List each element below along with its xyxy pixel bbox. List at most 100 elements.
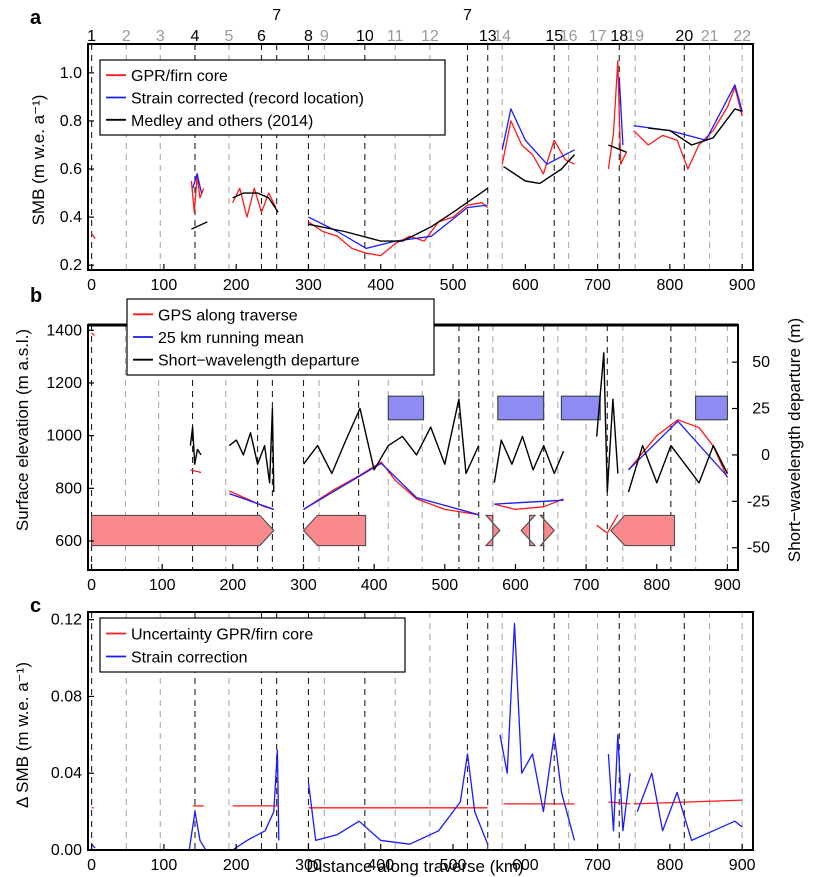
x-tick-label: 200 <box>223 277 250 294</box>
site-label-12: 7 <box>463 7 472 24</box>
panel-label-a: a <box>30 7 42 29</box>
series-2-segment-2 <box>188 810 207 851</box>
series-1-segment-6 <box>596 514 619 534</box>
series-1-segment-7 <box>633 86 743 170</box>
site-label-23: 22 <box>733 28 751 45</box>
site-label-7: 7 <box>272 7 281 24</box>
y-tick-label: 0.6 <box>60 161 82 178</box>
panel-b: 0 100 200 300 400 500 600 700 800 900600800100012… <box>46 298 770 594</box>
y-tick-label: 0.4 <box>60 209 82 226</box>
series-3-segment-2 <box>232 192 279 213</box>
series-3-segment-3 <box>308 187 489 242</box>
x-tick-label: 900 <box>729 857 756 874</box>
x-tick-label: 100 <box>151 277 178 294</box>
series-1-segment-1 <box>91 332 95 336</box>
site-label-1: 1 <box>87 28 96 45</box>
series-3-segment-5 <box>608 144 627 153</box>
series-2-segment-6 <box>607 734 631 832</box>
right-arrow-3 <box>539 514 555 547</box>
series-2-segment-2 <box>303 462 479 516</box>
x-tick-label: 500 <box>431 577 458 594</box>
blue-box-1 <box>387 395 425 421</box>
series-3-segment-4 <box>493 435 565 483</box>
y-tick-label: 0.8 <box>60 113 82 130</box>
site-label-5: 5 <box>224 28 233 45</box>
x-tick-label: 300 <box>295 857 322 874</box>
legend-box <box>126 298 435 376</box>
x-tick-label: 800 <box>643 577 670 594</box>
site-label-13: 12 <box>421 28 439 45</box>
legend-label-1: GPR/firn core <box>131 68 228 85</box>
series-2-segment-4 <box>618 77 624 146</box>
panel-b-ylabel: Surface elevation (m a.s.l.) <box>13 329 32 531</box>
x-tick-label: 900 <box>729 277 756 294</box>
legend-label-3: Medley and others (2014) <box>131 113 313 130</box>
x-tick-label: 0 <box>87 857 96 874</box>
x-tick-label: 700 <box>584 857 611 874</box>
site-label-3: 3 <box>156 28 165 45</box>
y-tick-label: 0.00 <box>51 842 82 859</box>
plot-frame <box>87 43 754 271</box>
panel-b-y2label: Short−wavelength departure (m) <box>785 318 804 562</box>
left-arrow-1 <box>302 514 367 547</box>
site-label-8: 8 <box>304 28 313 45</box>
x-tick-label: 200 <box>223 857 250 874</box>
site-label-18: 17 <box>589 28 607 45</box>
plot-frame <box>87 611 754 851</box>
panel-a: 0 100 200 300 400 500 600 700 800 900 0.2 0.4 0.6 0.8… <box>60 43 756 294</box>
series-1-segment-3 <box>232 187 277 218</box>
site-label-11: 11 <box>387 28 404 45</box>
right-arrow-1 <box>91 514 275 547</box>
panel-a-ylabel: SMB (m w.e. a⁻¹) <box>29 95 48 226</box>
series-3-segment-6 <box>627 444 729 493</box>
series-1-segment-2 <box>190 175 205 213</box>
y-tick-label: 1400 <box>46 322 82 339</box>
blue-box-3 <box>560 395 601 421</box>
panel-label-b: b <box>30 285 42 307</box>
x-tick-label: 100 <box>151 857 178 874</box>
site-label-9: 9 <box>320 28 329 45</box>
y-tick-label: 0.2 <box>60 257 82 274</box>
y-tick-label: 1.0 <box>60 65 82 82</box>
site-label-10: 10 <box>356 28 374 45</box>
legend-box <box>99 59 446 136</box>
x-tick-label: 800 <box>657 277 684 294</box>
blue-box-2 <box>497 395 545 421</box>
series-3-segment-1 <box>191 221 208 230</box>
left-arrow-2 <box>520 514 537 547</box>
x-tick-label: 400 <box>367 857 394 874</box>
series-2-segment-3 <box>232 749 280 851</box>
series-3-segment-5 <box>596 352 619 493</box>
site-label-2: 2 <box>122 28 131 45</box>
series-3-segment-1 <box>189 426 202 465</box>
series-2-segment-5 <box>499 622 576 841</box>
y-tick-label: 600 <box>55 533 82 550</box>
x-tick-label: 600 <box>512 857 539 874</box>
series-2-segment-3 <box>501 108 575 165</box>
panel-label-c: c <box>30 595 41 617</box>
x-tick-label: 400 <box>367 277 394 294</box>
series-2-segment-4 <box>307 753 489 845</box>
series-1-segment-7 <box>633 799 743 805</box>
y2-tick-label: 25 <box>752 401 770 418</box>
series-2-segment-3 <box>494 499 564 505</box>
x-tick-label: 400 <box>361 577 388 594</box>
series-2-segment-5 <box>633 84 743 141</box>
site-label-20: 19 <box>626 28 644 45</box>
site-label-21: 20 <box>675 28 693 45</box>
panel-c-ylabel: Δ SMB (m w.e. a⁻¹) <box>13 662 32 808</box>
x-tick-label: 800 <box>657 857 684 874</box>
y-tick-label: 0.04 <box>51 765 82 782</box>
x-tick-label: 300 <box>290 577 317 594</box>
x-tick-label: 300 <box>295 277 322 294</box>
site-label-19: 18 <box>610 28 628 45</box>
panel-c-xlabel: Distance along traverse (km) <box>306 857 523 876</box>
y2-tick-label: -25 <box>747 493 770 510</box>
x-tick-label: 900 <box>714 577 741 594</box>
legend-label-3: Short−wavelength departure <box>158 353 360 370</box>
legend-label-2: 25 km running mean <box>158 330 304 347</box>
x-tick-label: 500 <box>440 277 467 294</box>
x-tick-label: 0 <box>87 577 96 594</box>
y-tick-label: 0.12 <box>51 612 82 629</box>
series-1-segment-6 <box>607 60 628 170</box>
